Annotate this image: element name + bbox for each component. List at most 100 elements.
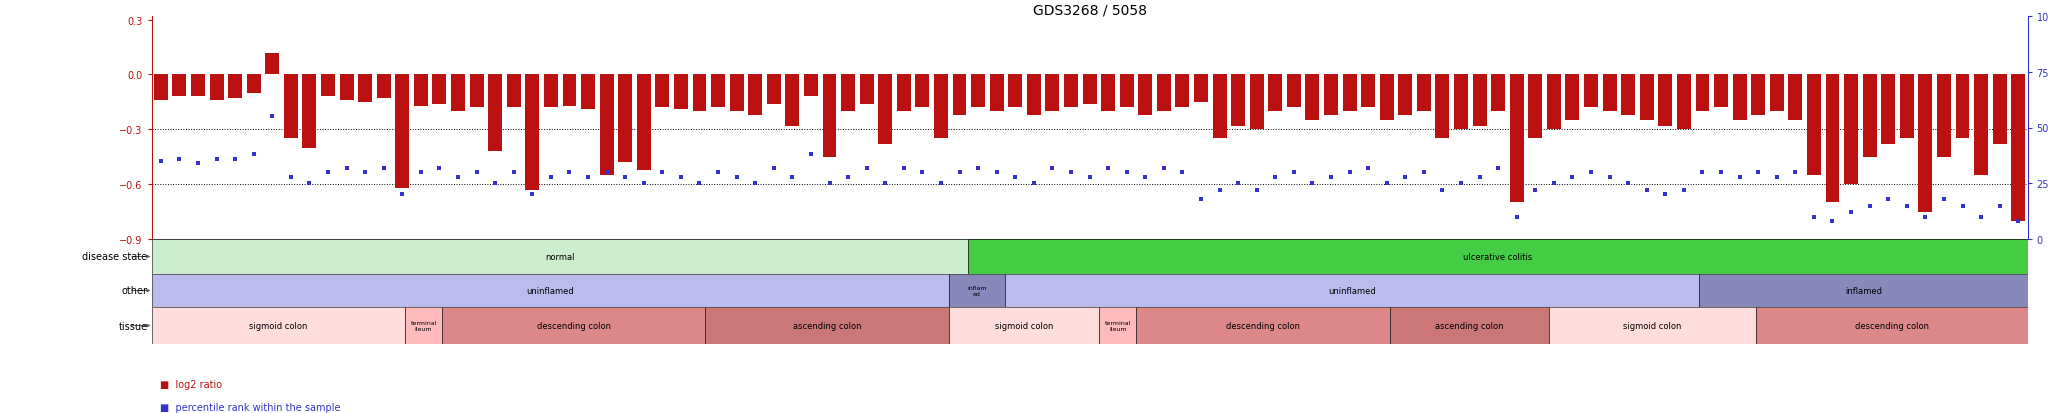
Point xyxy=(1575,169,1608,176)
Bar xyxy=(1769,75,1784,112)
Bar xyxy=(1751,75,1765,115)
Point xyxy=(461,169,494,176)
Bar xyxy=(1380,75,1395,121)
Point xyxy=(274,174,307,180)
Bar xyxy=(1901,75,1913,139)
Point xyxy=(406,169,438,176)
Bar xyxy=(1249,75,1264,130)
Text: uninflamed: uninflamed xyxy=(1329,286,1376,295)
Bar xyxy=(1825,75,1839,203)
Point xyxy=(684,180,717,187)
Bar xyxy=(705,307,948,344)
Bar xyxy=(2011,75,2025,221)
Point xyxy=(238,152,270,158)
Point xyxy=(831,174,864,180)
Point xyxy=(1407,169,1440,176)
Bar xyxy=(1491,75,1505,112)
Point xyxy=(1296,180,1329,187)
Bar xyxy=(674,75,688,110)
Bar xyxy=(748,75,762,115)
Point xyxy=(664,174,696,180)
Point xyxy=(627,180,659,187)
Text: disease state: disease state xyxy=(82,252,147,262)
Bar xyxy=(526,75,539,190)
Text: ascending colon: ascending colon xyxy=(793,321,860,330)
Point xyxy=(1333,169,1366,176)
Bar xyxy=(563,75,575,106)
Bar xyxy=(209,75,223,101)
Bar xyxy=(1714,75,1729,108)
Bar xyxy=(1548,307,1755,344)
Bar xyxy=(246,75,260,93)
Bar xyxy=(152,274,948,307)
Bar xyxy=(952,75,967,115)
Point xyxy=(293,180,326,187)
Point xyxy=(963,165,995,171)
Point xyxy=(1223,180,1255,187)
Text: normal: normal xyxy=(545,252,573,261)
Point xyxy=(795,152,827,158)
Point xyxy=(145,158,178,165)
Text: descending colon: descending colon xyxy=(1227,321,1300,330)
Point xyxy=(164,156,197,163)
Bar xyxy=(967,240,2028,274)
Point xyxy=(1425,187,1458,194)
Bar xyxy=(506,75,520,108)
Point xyxy=(1147,165,1180,171)
Bar xyxy=(358,75,373,103)
Bar xyxy=(1100,307,1137,344)
Point xyxy=(2001,218,2034,225)
Bar xyxy=(1604,75,1616,112)
Text: other: other xyxy=(121,286,147,296)
Bar xyxy=(1919,75,1933,212)
Bar xyxy=(1083,75,1096,104)
Point xyxy=(1982,203,2015,209)
Bar xyxy=(1268,75,1282,112)
Point xyxy=(1741,169,1774,176)
Bar xyxy=(1843,75,1858,185)
Point xyxy=(535,174,567,180)
Bar xyxy=(1139,75,1153,115)
Bar xyxy=(432,75,446,104)
Bar xyxy=(1176,75,1190,108)
Bar xyxy=(989,75,1004,112)
Point xyxy=(1704,169,1737,176)
Point xyxy=(219,156,252,163)
Bar xyxy=(1640,75,1653,121)
Point xyxy=(1835,209,1868,216)
Bar xyxy=(1755,307,2028,344)
Point xyxy=(1853,203,1886,209)
Bar xyxy=(729,75,743,112)
Point xyxy=(348,169,381,176)
Point xyxy=(739,180,772,187)
Point xyxy=(424,165,457,171)
Point xyxy=(924,180,956,187)
Bar xyxy=(1212,75,1227,139)
Text: descending colon: descending colon xyxy=(1855,321,1929,330)
Point xyxy=(776,174,809,180)
Point xyxy=(1649,192,1681,198)
Point xyxy=(571,174,604,180)
Point xyxy=(1520,187,1552,194)
Text: terminal
ileum: terminal ileum xyxy=(410,320,436,331)
Point xyxy=(1278,169,1311,176)
Text: sigmoid colon: sigmoid colon xyxy=(995,321,1053,330)
Bar xyxy=(1286,75,1300,108)
Bar xyxy=(948,274,1006,307)
Point xyxy=(999,174,1032,180)
Bar xyxy=(1509,75,1524,203)
Bar xyxy=(1194,75,1208,103)
Bar xyxy=(1974,75,1989,176)
Bar xyxy=(1733,75,1747,121)
Point xyxy=(1556,174,1589,180)
Point xyxy=(1165,169,1198,176)
Bar xyxy=(1120,75,1135,108)
Point xyxy=(645,169,678,176)
Text: ascending colon: ascending colon xyxy=(1436,321,1503,330)
Text: inflam
ed: inflam ed xyxy=(967,285,987,296)
Bar xyxy=(1362,75,1374,108)
Bar xyxy=(879,75,893,145)
Point xyxy=(608,174,641,180)
Bar xyxy=(154,75,168,101)
Bar xyxy=(897,75,911,112)
